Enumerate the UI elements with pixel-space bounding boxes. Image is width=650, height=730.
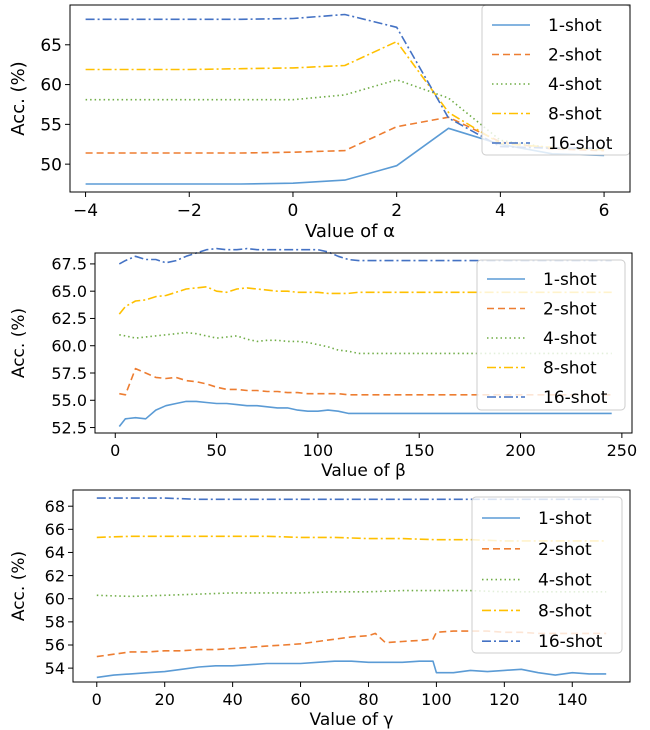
y-tick-label: 57.5: [51, 364, 87, 383]
legend: 1-shot 2-shot 4-shot 8-shot 16-shot: [481, 4, 631, 156]
x-tick-label: 250: [607, 441, 638, 460]
x-tick-label: 6: [599, 201, 610, 221]
x-tick-label: 40: [222, 690, 242, 709]
x-axis-label: Value of α: [305, 221, 395, 242]
y-tick-label: 60: [45, 589, 65, 608]
x-tick-label: 20: [155, 690, 175, 709]
legend-label-16-shot: 16-shot: [538, 632, 603, 652]
legend-label-2-shot: 2-shot: [543, 300, 597, 320]
x-axis-label: Value of γ: [310, 710, 394, 730]
series-line-16-shot: [118, 247, 612, 265]
legend-label-4-shot: 4-shot: [543, 329, 597, 349]
x-tick-label: 100: [303, 441, 334, 460]
chart-panel-3: 1-shot 2-shot 4-shot 8-shot 16-shot 0 20 40 60 80…: [9, 489, 631, 730]
series-line-4-shot: [119, 331, 612, 355]
x-tick-label: 0: [288, 201, 299, 221]
legend-label-1-shot: 1-shot: [548, 16, 602, 36]
plot-frame: [94, 252, 633, 434]
y-tick-label: 67.5: [51, 255, 87, 274]
x-tick-label: 0: [92, 690, 102, 709]
y-tick-label: 56: [45, 636, 65, 655]
legend-frame: [476, 259, 626, 411]
y-tick-label: 60: [40, 76, 62, 96]
x-tick-label: 80: [358, 690, 378, 709]
y-tick-label: 54: [45, 659, 65, 678]
legend-label-1-shot: 1-shot: [538, 509, 592, 529]
y-tick-label: 55.0: [51, 391, 87, 410]
legend: 1-shot 2-shot 4-shot 8-shot 16-shot: [471, 496, 623, 654]
y-tick-label: 52.5: [51, 418, 87, 437]
legend-label-8-shot: 8-shot: [543, 359, 597, 379]
x-tick-label: 60: [290, 690, 310, 709]
y-tick-label: 66: [45, 520, 65, 539]
legend-label-2-shot: 2-shot: [538, 540, 592, 560]
legend-label-16-shot: 16-shot: [543, 388, 608, 408]
x-tick-label: 50: [206, 441, 226, 460]
y-axis-label: Acc. (%): [9, 308, 29, 378]
plot-frame: [72, 489, 631, 683]
x-tick-label: 4: [495, 201, 506, 221]
y-tick-label: 68: [45, 497, 65, 516]
legend-label-4-shot: 4-shot: [548, 75, 602, 95]
y-axis-label: Acc. (%): [8, 61, 29, 135]
legend-label-1-shot: 1-shot: [543, 270, 597, 290]
y-tick-label: 64: [45, 543, 65, 562]
x-tick-label: −4: [73, 201, 98, 221]
plot-frame: [69, 4, 631, 193]
x-tick-label: −2: [177, 201, 202, 221]
legend: 1-shot 2-shot 4-shot 8-shot 16-shot: [476, 259, 626, 411]
y-axis-label: Acc. (%): [9, 551, 29, 621]
chart-panel-2: 1-shot 2-shot 4-shot 8-shot 16-shot 0 50 100 150…: [9, 247, 638, 481]
y-tick-label: 65: [40, 36, 62, 56]
series-line-1-shot: [118, 400, 612, 427]
x-tick-label: 2: [391, 201, 402, 221]
x-tick-label: 120: [489, 690, 520, 709]
legend-frame: [471, 496, 623, 654]
legend-label-8-shot: 8-shot: [538, 601, 592, 621]
x-axis-label: Value of β: [321, 461, 406, 481]
series-line-2-shot: [96, 630, 607, 658]
y-tick-label: 55: [40, 115, 62, 135]
x-tick-label: 100: [421, 690, 452, 709]
legend-label-16-shot: 16-shot: [548, 134, 613, 154]
y-tick-label: 62.5: [51, 309, 87, 328]
x-tick-label: 0: [110, 441, 120, 460]
legend-label-4-shot: 4-shot: [538, 571, 592, 591]
y-tick-label: 60.0: [51, 336, 87, 355]
y-tick-label: 65.0: [51, 282, 87, 301]
legend-label-8-shot: 8-shot: [548, 105, 602, 125]
x-tick-label: 140: [557, 690, 588, 709]
x-tick-label: 150: [404, 441, 435, 460]
y-tick-label: 50: [40, 155, 62, 175]
series-line-4-shot: [85, 79, 605, 151]
y-tick-label: 62: [45, 566, 65, 585]
series-line-1-shot: [96, 660, 607, 679]
y-tick-label: 58: [45, 613, 65, 632]
x-tick-label: 200: [505, 441, 536, 460]
legend-label-2-shot: 2-shot: [548, 46, 602, 66]
